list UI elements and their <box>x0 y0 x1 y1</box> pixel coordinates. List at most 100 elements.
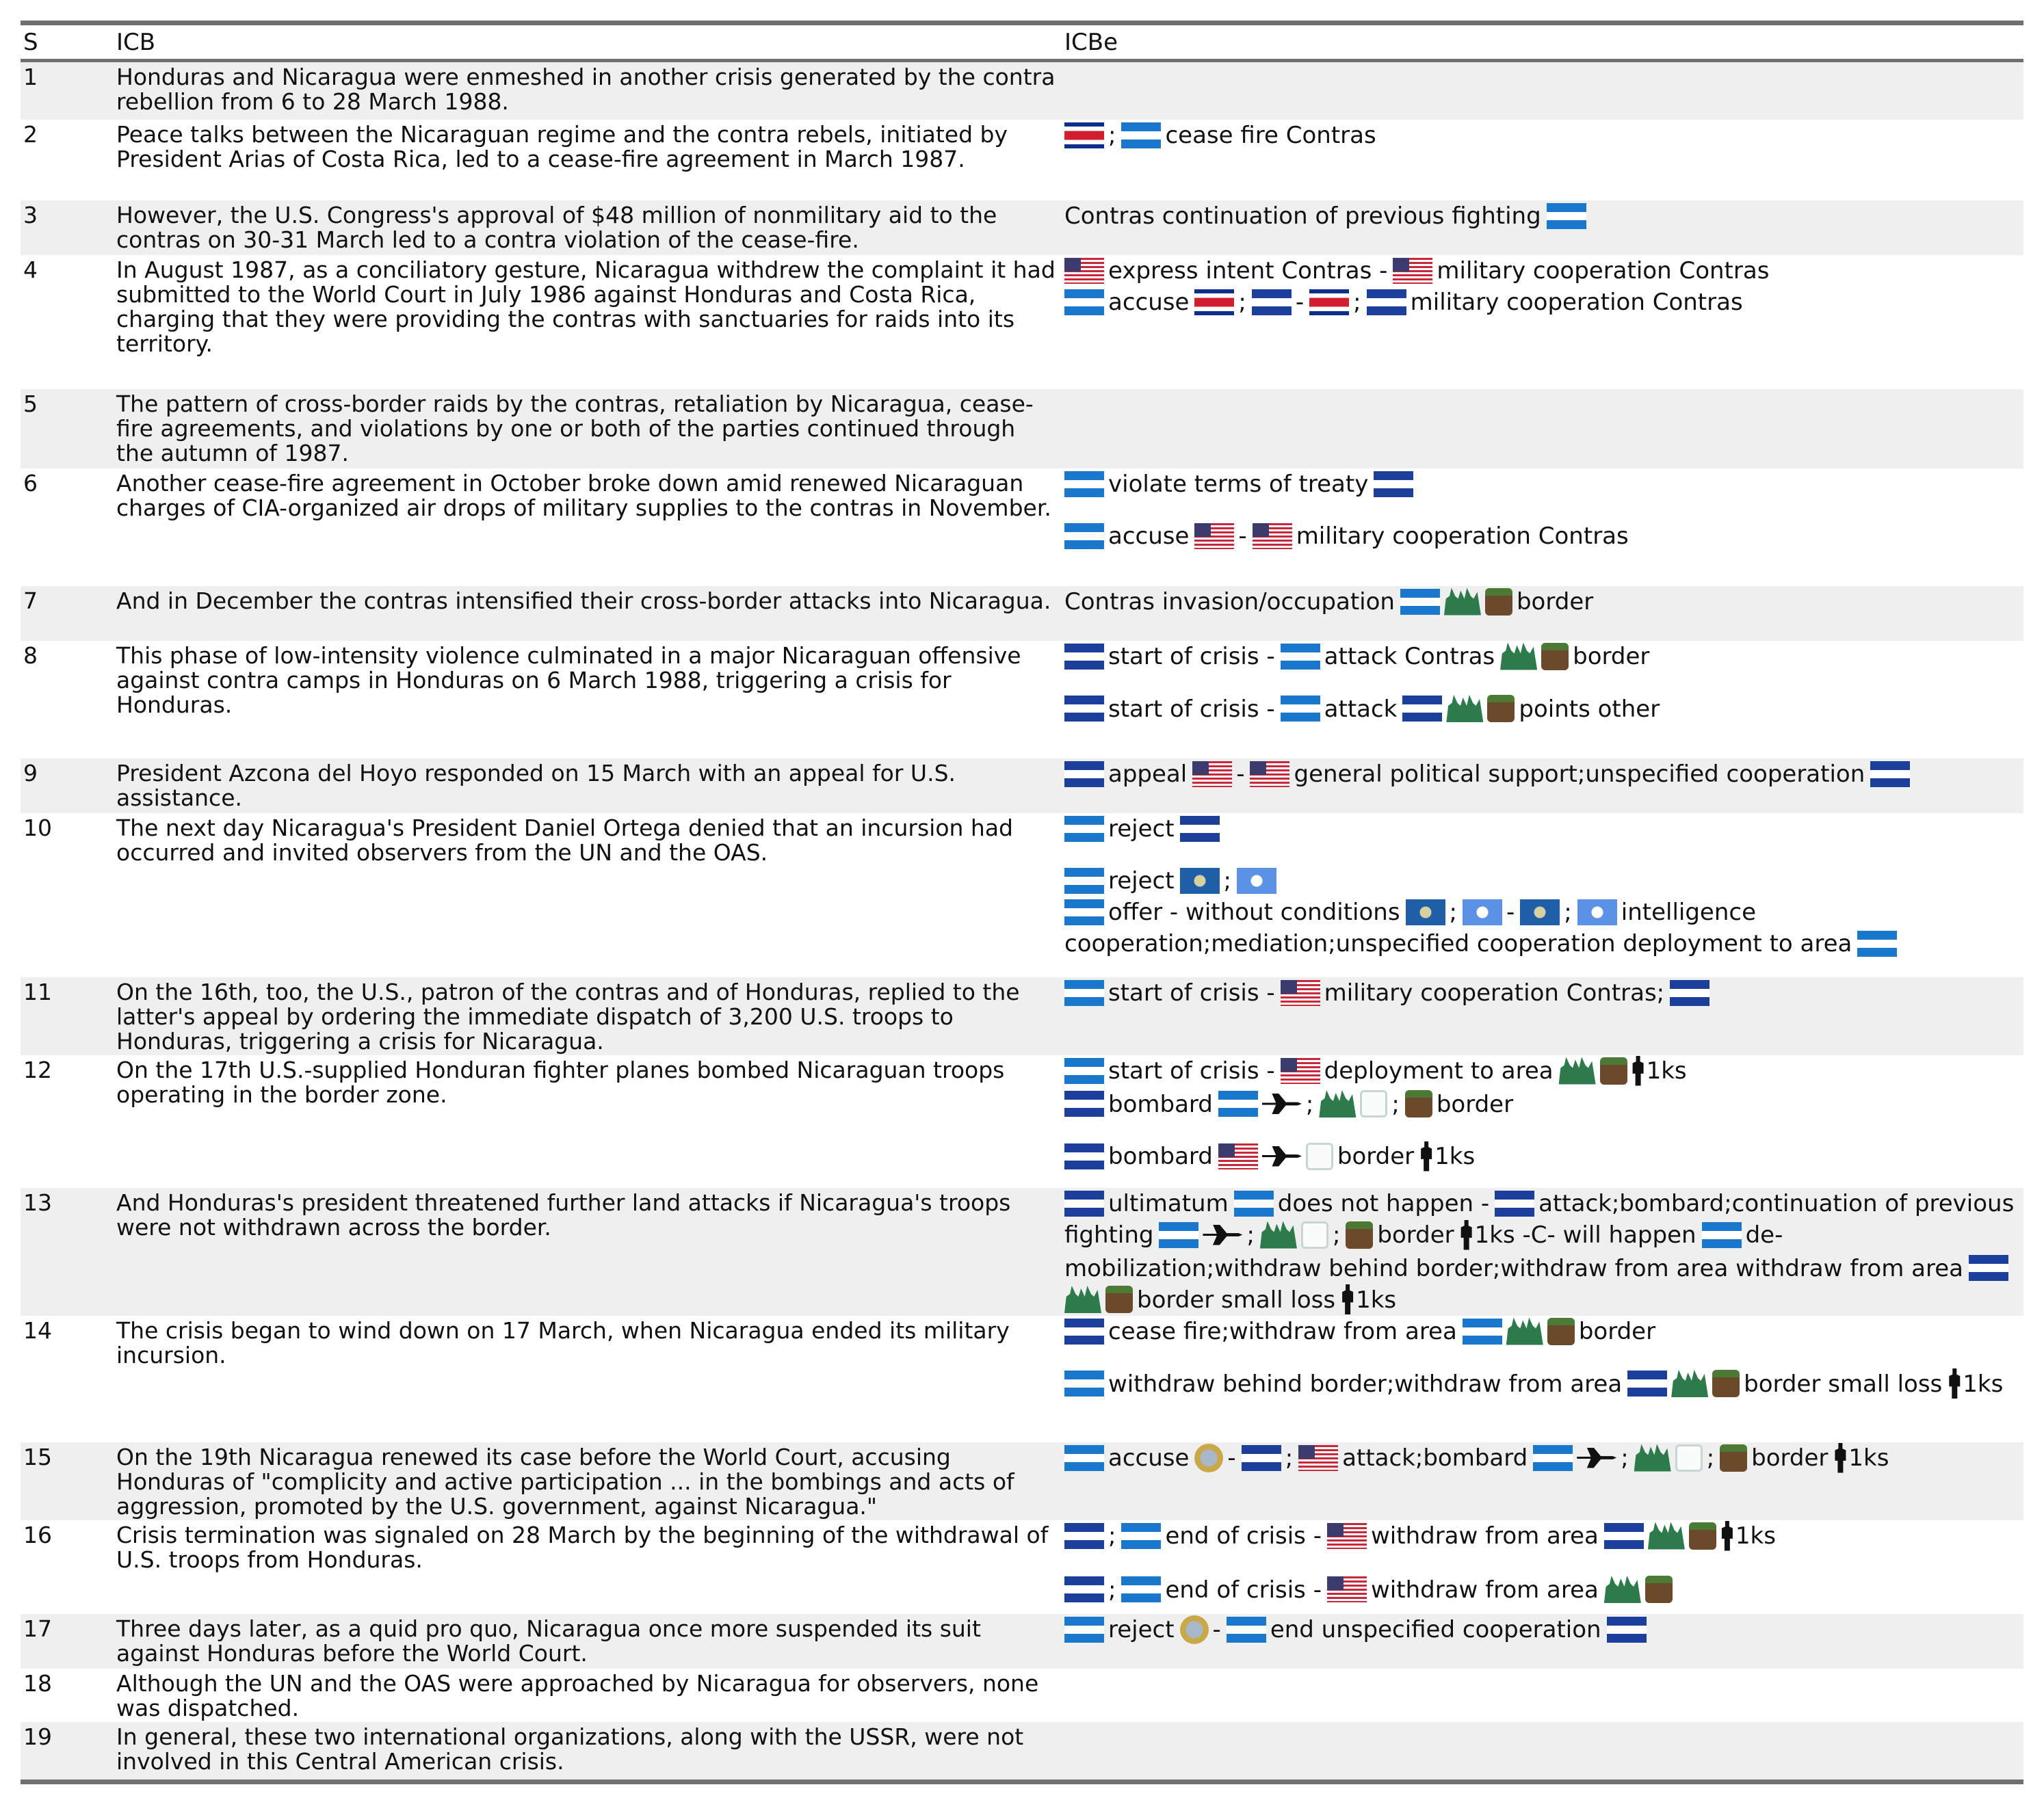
s-cell: 18 <box>23 1670 52 1697</box>
event-text: reject <box>1108 815 1175 843</box>
icbe-line: ; cease fire Contras <box>1064 120 2023 151</box>
flag-usa <box>1280 979 1320 1006</box>
event-text: Contras invasion/occupation <box>1064 588 1395 616</box>
flag-honduras <box>1064 1091 1104 1117</box>
line-gap <box>1064 1554 2023 1574</box>
header-row: S ICB ICBe <box>21 25 2023 62</box>
flag-honduras <box>1402 696 1443 722</box>
event-text: military cooperation Contras <box>1437 257 1770 284</box>
flag-usa <box>1252 522 1292 549</box>
event-text: ; <box>1108 122 1116 149</box>
event-text: deployment to area <box>1324 1057 1554 1085</box>
event-text: ; <box>1391 1090 1400 1118</box>
event-text: accuse <box>1108 289 1190 316</box>
flag-honduras <box>1870 760 1911 787</box>
flag-nicaragua <box>1546 202 1586 229</box>
table-row: 8 This phase of low-intensity violence cu… <box>21 641 2023 758</box>
icon-land <box>1720 1444 1748 1472</box>
flag-honduras <box>1495 1190 1535 1217</box>
flag-nicaragua <box>1280 643 1320 670</box>
flag-costa-rica <box>1064 122 1104 148</box>
event-text: violate terms of treaty <box>1108 471 1369 498</box>
s-cell: 16 <box>23 1522 52 1548</box>
flag-usa <box>1326 1522 1367 1549</box>
table-row: 3 However, the U.S. Congress's approval o… <box>21 200 2023 255</box>
icon-person <box>1835 1442 1846 1473</box>
flag-nicaragua <box>1233 1190 1274 1217</box>
table-row: 5 The pattern of cross-border raids by th… <box>21 389 2023 468</box>
table-row: 11 On the 16th, too, the U.S., patron of … <box>21 977 2023 1055</box>
icon-air <box>1300 1221 1328 1249</box>
s-cell: 19 <box>23 1723 52 1750</box>
icon-soldiers <box>1647 1522 1685 1550</box>
icb-cell: Peace talks between the Nicaraguan regim… <box>116 121 1008 172</box>
event-text: military cooperation Contras; <box>1324 979 1665 1007</box>
icbe-line: violate terms of treaty <box>1064 468 2023 500</box>
event-text: accuse <box>1108 522 1190 550</box>
event-text: ; <box>1246 1221 1255 1249</box>
icbe-cell: ultimatum does not happen - attack;bombard… <box>1064 1188 2023 1316</box>
flag-nicaragua <box>1533 1444 1573 1471</box>
event-text: points other <box>1519 695 1660 723</box>
icb-cell: And in December the contras intensified … <box>116 587 1051 614</box>
event-text: ; <box>1238 289 1246 316</box>
flag-honduras <box>1064 643 1104 670</box>
flag-honduras <box>1603 1522 1644 1549</box>
flag-nicaragua <box>1226 1616 1266 1643</box>
icbe-cell: express intent Contras - military coopera… <box>1064 255 2023 389</box>
event-text: start of crisis - <box>1108 695 1275 723</box>
event-text: does not happen - <box>1277 1190 1490 1217</box>
icbe-line: start of crisis - attack points other <box>1064 693 2023 726</box>
event-text: 1ks <box>1735 1522 1776 1550</box>
icon-soldiers <box>1500 642 1538 670</box>
icbe-cell: cease fire;withdraw from area border withd… <box>1064 1316 2023 1442</box>
icon-soldiers <box>1558 1057 1596 1085</box>
event-text: ; <box>1706 1444 1715 1472</box>
flag-nicaragua <box>1462 1318 1502 1345</box>
s-cell: 10 <box>23 815 52 841</box>
table-row: 2 Peace talks between the Nicaraguan regi… <box>21 120 2023 200</box>
icbe-line: reject <box>1064 813 2023 845</box>
flag-nicaragua <box>1121 122 1162 148</box>
table: S ICB ICBe 1 Honduras and Nicaragua were … <box>21 21 2023 1784</box>
s-cell: 1 <box>23 64 38 90</box>
icbe-line: start of crisis - deployment to area 1ks <box>1064 1055 2023 1089</box>
event-text: cease fire Contras <box>1165 122 1376 149</box>
flag-honduras <box>1064 760 1104 787</box>
flag-nicaragua <box>1857 930 1898 957</box>
flag-honduras <box>1064 1318 1104 1345</box>
s-cell: 9 <box>23 760 38 786</box>
table-row: 17 Three days later, as a quid pro quo, N… <box>21 1614 2023 1669</box>
icon-soldiers <box>1506 1317 1543 1345</box>
icon-land <box>1645 1576 1673 1603</box>
event-text: 1ks <box>1963 1370 2004 1398</box>
line-gap <box>1064 1120 2023 1141</box>
icbe-cell <box>1064 62 2023 120</box>
event-text: start of crisis - <box>1108 643 1275 670</box>
event-text: cease fire;withdraw from area <box>1108 1318 1457 1345</box>
event-text: 1ks -C- will happen <box>1474 1221 1696 1249</box>
event-text: intelligence cooperation;mediation;unspe… <box>1064 899 1852 957</box>
icb-cell: In general, these two international orga… <box>116 1723 1024 1775</box>
flag-nicaragua <box>1064 1371 1104 1397</box>
flag-honduras <box>1064 1576 1104 1602</box>
event-text: ; <box>1564 899 1572 926</box>
icbe-cell <box>1064 1722 2023 1779</box>
header-cell: ICB <box>116 28 156 56</box>
flag-honduras <box>1064 1190 1104 1217</box>
icon-soldiers <box>1064 1286 1101 1313</box>
icon-person <box>1342 1284 1354 1314</box>
s-cell: 4 <box>23 256 38 283</box>
event-text: attack Contras <box>1324 643 1495 670</box>
flag-un <box>1463 899 1503 925</box>
table-row: 19 In general, these two international or… <box>21 1722 2023 1779</box>
event-text: Contras continuation of previous fightin… <box>1064 202 1541 230</box>
icbe-line: Contras invasion/occupation border <box>1064 586 2023 618</box>
flag-honduras <box>1670 979 1710 1006</box>
icb-cell: Crisis termination was signaled on 28 Ma… <box>116 1522 1049 1573</box>
icon-soldiers <box>1603 1576 1641 1603</box>
icbe-cell: Contras invasion/occupation border <box>1064 586 2023 641</box>
event-text: attack;bombard <box>1342 1444 1528 1472</box>
table-row: 7 And in December the contras intensified… <box>21 586 2023 641</box>
icbe-cell: start of crisis - attack Contras border sta… <box>1064 641 2023 758</box>
